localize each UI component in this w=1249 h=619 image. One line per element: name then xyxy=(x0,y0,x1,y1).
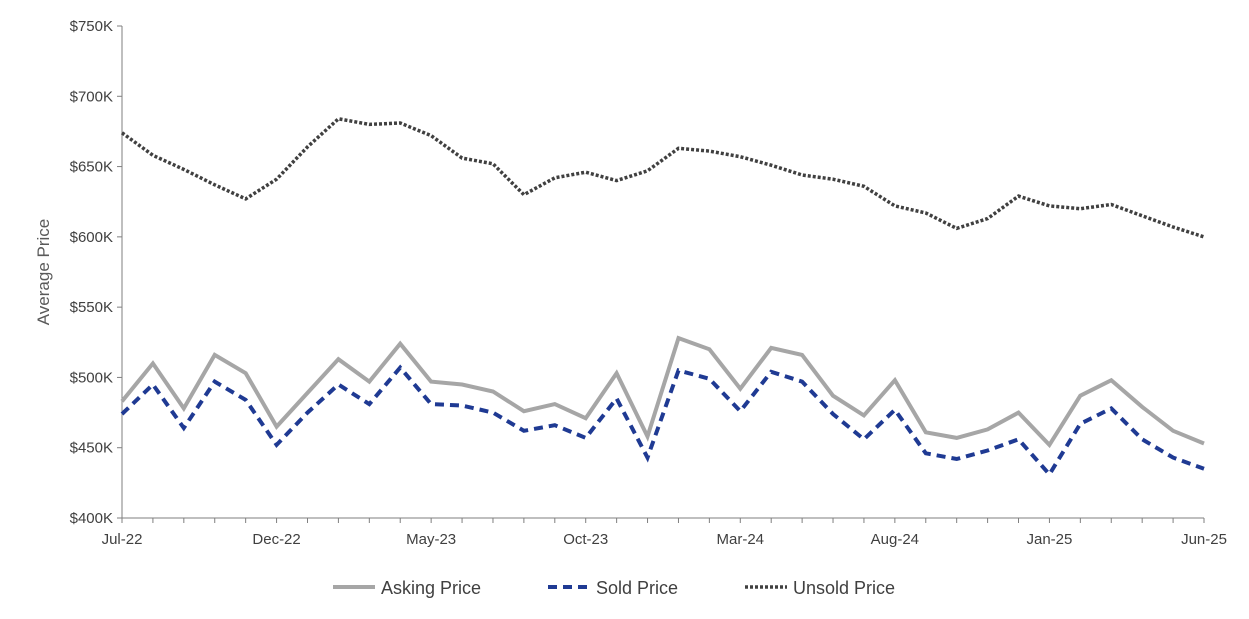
y-tick-label: $500K xyxy=(70,369,113,386)
legend-label: Unsold Price xyxy=(793,578,895,598)
x-tick-label: Jun-25 xyxy=(1181,531,1227,548)
y-tick-label: $700K xyxy=(70,88,113,105)
y-tick-label: $650K xyxy=(70,159,113,176)
legend-label: Asking Price xyxy=(381,578,481,598)
x-tick-label: Jan-25 xyxy=(1026,531,1072,548)
x-axis-ticks: Jul-22 Dec-22 May-23 Oct-23 Mar-24 Aug-24 Jan-… xyxy=(102,518,1227,548)
series-line-asking-price xyxy=(120,335,1205,449)
y-tick-label: $600K xyxy=(70,229,113,246)
legend: Asking Price Sold Price Unsold Price xyxy=(333,578,895,598)
x-tick-label: May-23 xyxy=(406,531,456,548)
y-axis-title: Average Price xyxy=(34,219,53,325)
series-line-unsold-price xyxy=(120,116,1205,239)
legend-label: Sold Price xyxy=(596,578,678,598)
axes xyxy=(121,26,1204,519)
y-tick-label: $450K xyxy=(70,440,113,457)
series-line-sold-price xyxy=(120,364,1205,478)
x-tick-label: Mar-24 xyxy=(717,531,765,548)
x-tick-label: Aug-24 xyxy=(871,531,919,548)
y-tick-label: $550K xyxy=(70,299,113,316)
x-tick-label: Oct-23 xyxy=(563,531,608,548)
series-layer xyxy=(120,116,1205,478)
y-tick-label: $750K xyxy=(70,18,113,35)
y-tick-label: $400K xyxy=(70,510,113,527)
x-tick-label: Jul-22 xyxy=(102,531,143,548)
y-axis-ticks: $400K $450K $500K $550K $600K $650K $700K $750K xyxy=(70,18,122,527)
x-tick-label: Dec-22 xyxy=(252,531,300,548)
